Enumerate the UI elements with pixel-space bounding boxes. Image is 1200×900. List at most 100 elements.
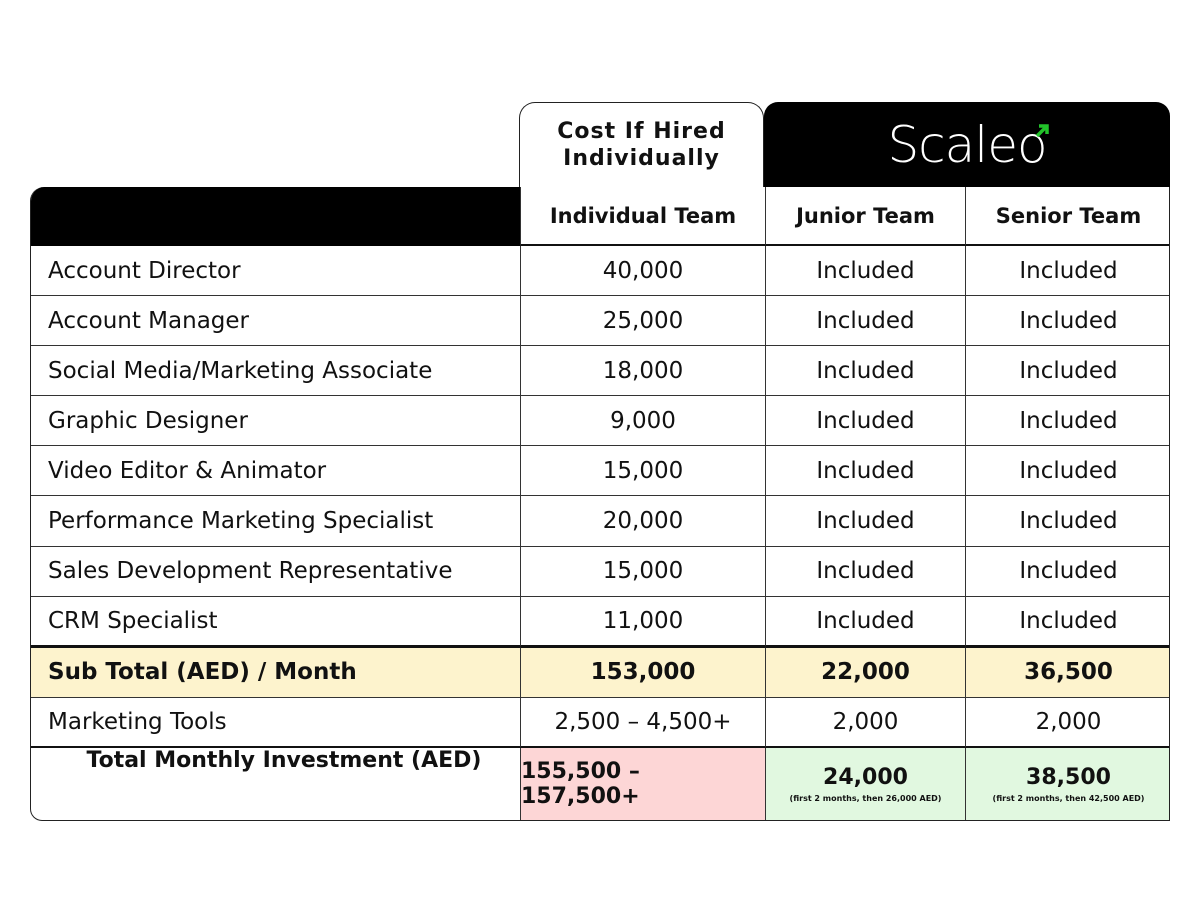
row-role: Video Editor & Animator (31, 446, 520, 497)
row-senior-value-text: Included (1019, 357, 1118, 384)
row-individual-value: 20,000 (520, 496, 765, 547)
row-individual-value: 40,000 (520, 246, 765, 297)
tools-senior: 2,000 (965, 697, 1169, 748)
subtotal-individual-text: 153,000 (590, 659, 696, 686)
row-junior-value-text: Included (816, 607, 915, 634)
subtotal-junior-text: 22,000 (821, 659, 910, 686)
row-senior-value: Included (965, 396, 1169, 447)
tools-individual-text: 2,500 – 4,500+ (554, 708, 732, 735)
row-role: Graphic Designer (31, 396, 520, 447)
row-senior-value: Included (965, 296, 1169, 347)
row-role: Account Director (31, 246, 520, 297)
row-senior-value: Included (965, 246, 1169, 297)
row-senior-value-text: Included (1019, 257, 1118, 284)
row-junior-value: Included (765, 546, 965, 597)
row-individual-value: 18,000 (520, 346, 765, 397)
total-senior-note: (first 2 months, then 42,500 AED) (992, 793, 1145, 803)
row-senior-value: Included (965, 596, 1169, 647)
row-junior-value-text: Included (816, 407, 915, 434)
row-senior-value-text: Included (1019, 607, 1118, 634)
row-individual-value-text: 18,000 (602, 357, 684, 384)
row-junior-value-text: Included (816, 457, 915, 484)
row-role-text: Account Director (48, 257, 241, 284)
column-header-junior: Junior Team (765, 187, 965, 246)
column-header-individual: Individual Team (520, 187, 765, 246)
row-individual-value-text: 40,000 (602, 257, 684, 284)
row-individual-value-text: 9,000 (610, 407, 676, 434)
column-header-senior-text: Senior Team (995, 203, 1142, 228)
row-senior-value: Included (965, 546, 1169, 597)
tools-individual: 2,500 – 4,500+ (520, 697, 765, 748)
cost-if-hired-title: Cost If Hired Individually (557, 119, 726, 171)
row-role: Social Media/Marketing Associate (31, 346, 520, 397)
row-individual-value: 9,000 (520, 396, 765, 447)
row-role-text: Account Manager (48, 307, 249, 334)
row-junior-value: Included (765, 296, 965, 347)
row-role-text: CRM Specialist (48, 607, 218, 634)
row-individual-value: 15,000 (520, 446, 765, 497)
row-individual-value-text: 15,000 (602, 457, 684, 484)
row-individual-value: 11,000 (520, 596, 765, 647)
row-junior-value-text: Included (816, 357, 915, 384)
row-senior-value-text: Included (1019, 457, 1118, 484)
tools-label: Marketing Tools (31, 698, 520, 748)
total-junior-note: (first 2 months, then 26,000 AED) (789, 793, 942, 803)
total-senior: 38,500 (first 2 months, then 42,500 AED) (965, 747, 1169, 820)
column-header-senior: Senior Team (965, 187, 1169, 246)
row-senior-value-text: Included (1019, 508, 1118, 535)
row-role-text: Video Editor & Animator (48, 457, 327, 484)
row-role: Account Manager (31, 296, 520, 347)
row-junior-value-text: Included (816, 508, 915, 535)
cost-if-hired-header: Cost If Hired Individually (519, 102, 764, 187)
row-individual-value-text: 25,000 (602, 307, 684, 334)
row-role: CRM Specialist (31, 597, 520, 647)
tools-junior: 2,000 (765, 697, 965, 748)
scaleo-logo: Scaleo (887, 116, 1049, 174)
subtotal-label-text: Sub Total (AED) / Month (48, 659, 357, 686)
subtotal-junior: 22,000 (765, 646, 965, 698)
tools-senior-text: 2,000 (1035, 708, 1102, 735)
row-individual-value: 25,000 (520, 296, 765, 347)
total-senior-text: 38,500 (1026, 764, 1111, 790)
column-header-junior-text: Junior Team (796, 203, 935, 228)
tools-label-text: Marketing Tools (48, 708, 227, 735)
row-senior-value: Included (965, 496, 1169, 547)
column-header-individual-text: Individual Team (549, 203, 737, 228)
total-individual: 155,500 – 157,500+ (520, 747, 765, 820)
row-senior-value-text: Included (1019, 307, 1118, 334)
total-label: Total Monthly Investment (AED) (31, 748, 520, 820)
row-role-text: Performance Marketing Specialist (48, 508, 434, 535)
row-role: Sales Development Representative (31, 547, 520, 597)
row-senior-value-text: Included (1019, 407, 1118, 434)
row-individual-value: 15,000 (520, 546, 765, 597)
row-junior-value-text: Included (816, 257, 915, 284)
row-junior-value: Included (765, 446, 965, 497)
brand-header: Scaleo (764, 102, 1170, 187)
row-role-text: Graphic Designer (48, 407, 248, 434)
row-role: Performance Marketing Specialist (31, 496, 520, 547)
total-individual-text: 155,500 – 157,500+ (521, 758, 640, 809)
row-senior-value: Included (965, 346, 1169, 397)
subtotal-individual: 153,000 (520, 646, 765, 698)
subtotal-senior: 36,500 (965, 646, 1169, 698)
total-junior: 24,000 (first 2 months, then 26,000 AED) (765, 747, 965, 820)
row-junior-value: Included (765, 396, 965, 447)
pricing-comparison-table: Individual Team Junior Team Senior Team Acc… (30, 187, 1170, 821)
total-label-text: Total Monthly Investment (AED) (86, 747, 482, 773)
row-individual-value-text: 20,000 (602, 508, 684, 535)
row-individual-value-text: 15,000 (602, 558, 684, 585)
row-senior-value-text: Included (1019, 558, 1118, 585)
row-junior-value: Included (765, 496, 965, 547)
subtotal-senior-text: 36,500 (1024, 659, 1113, 686)
row-junior-value: Included (765, 246, 965, 297)
growth-arrow-icon (1035, 123, 1049, 137)
tools-junior-text: 2,000 (832, 708, 899, 735)
row-junior-value-text: Included (816, 307, 915, 334)
row-junior-value-text: Included (816, 558, 915, 585)
row-role-text: Sales Development Representative (48, 558, 453, 585)
row-junior-value: Included (765, 596, 965, 647)
row-senior-value: Included (965, 446, 1169, 497)
row-junior-value: Included (765, 346, 965, 397)
subtotal-label: Sub Total (AED) / Month (31, 646, 520, 698)
row-individual-value-text: 11,000 (602, 607, 684, 634)
